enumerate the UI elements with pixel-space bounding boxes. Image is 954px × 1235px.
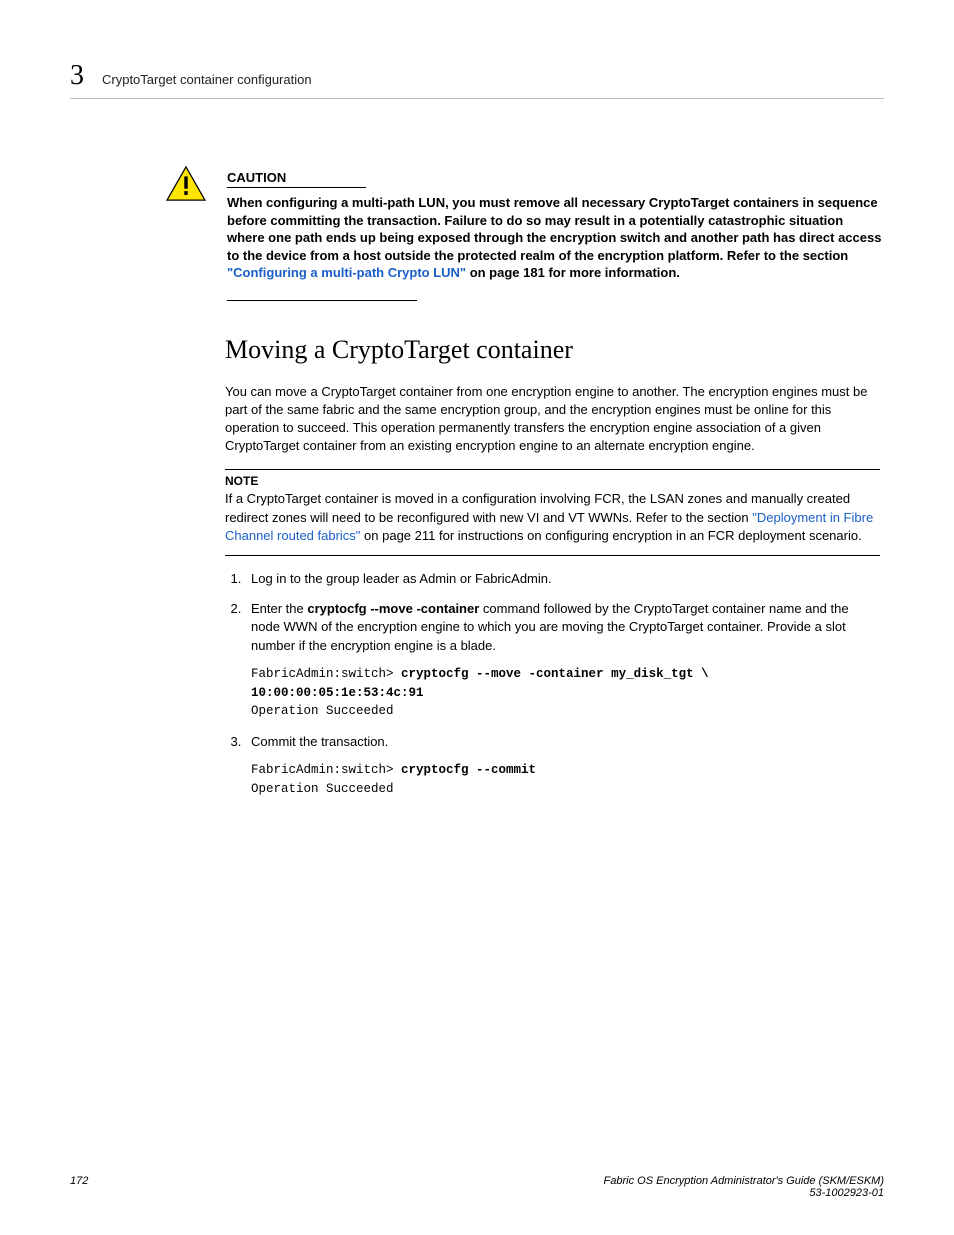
step-2-code-line2: 10:00:00:05:1e:53:4c:91: [251, 686, 424, 700]
step-2-code: FabricAdmin:switch> cryptocfg --move -co…: [251, 665, 880, 721]
footer-doc-number: 53-1002923-01: [604, 1187, 884, 1199]
step-2-text: Enter the cryptocfg --move -container co…: [251, 601, 849, 652]
note-text: If a CryptoTarget container is moved in …: [225, 490, 880, 545]
caution-body: CAUTION When configuring a multi-path LU…: [227, 169, 884, 301]
step-3-text: Commit the transaction.: [251, 734, 388, 749]
caution-text-post: on page 181 for more information.: [466, 265, 680, 280]
caution-label: CAUTION: [227, 170, 366, 188]
caution-text: When configuring a multi-path LUN, you m…: [227, 194, 884, 282]
page-footer: 172 Fabric OS Encryption Administrator's…: [70, 1175, 884, 1199]
step-3: Commit the transaction. FabricAdmin:swit…: [245, 733, 880, 799]
note-label: NOTE: [225, 474, 880, 488]
section-intro: You can move a CryptoTarget container fr…: [225, 383, 880, 456]
note-block: NOTE If a CryptoTarget container is move…: [225, 469, 880, 556]
main-content: Moving a CryptoTarget container You can …: [225, 335, 884, 799]
step-2-code-line1: cryptocfg --move -container my_disk_tgt …: [401, 667, 709, 681]
caution-triangle-icon: [165, 165, 207, 203]
step-2-cmd: cryptocfg --move -container: [307, 601, 479, 616]
note-top-rule: [225, 469, 880, 470]
note-text-post: on page 211 for instructions on configur…: [360, 528, 861, 543]
step-2-cmd-txt: cryptocfg --move -container: [307, 601, 479, 616]
caution-text-pre: When configuring a multi-path LUN, you m…: [227, 195, 881, 263]
note-bottom-rule: [225, 555, 880, 556]
footer-right: Fabric OS Encryption Administrator's Gui…: [604, 1175, 884, 1199]
step-1-text: Log in to the group leader as Admin or F…: [251, 571, 552, 586]
step-2: Enter the cryptocfg --move -container co…: [245, 600, 880, 721]
step-3-code-line1: cryptocfg --commit: [401, 763, 536, 777]
step-3-result: Operation Succeeded: [251, 782, 394, 796]
chapter-title: CryptoTarget container configuration: [102, 72, 312, 87]
step-list: Log in to the group leader as Admin or F…: [245, 570, 880, 799]
caution-link[interactable]: "Configuring a multi-path Crypto LUN": [227, 265, 466, 280]
step-2-pre: Enter the: [251, 601, 307, 616]
page-header: 3 CryptoTarget container configuration: [70, 60, 884, 99]
caution-end-rule: [227, 300, 417, 301]
step-2-prompt: FabricAdmin:switch>: [251, 667, 401, 681]
step-3-prompt: FabricAdmin:switch>: [251, 763, 401, 777]
chapter-number: 3: [70, 60, 84, 92]
step-1: Log in to the group leader as Admin or F…: [245, 570, 880, 588]
caution-block: CAUTION When configuring a multi-path LU…: [165, 169, 884, 301]
step-3-code: FabricAdmin:switch> cryptocfg --commit O…: [251, 761, 880, 799]
section-title: Moving a CryptoTarget container: [225, 335, 880, 365]
step-2-result: Operation Succeeded: [251, 704, 394, 718]
footer-doc-title: Fabric OS Encryption Administrator's Gui…: [604, 1175, 884, 1187]
footer-page-number: 172: [70, 1175, 88, 1199]
